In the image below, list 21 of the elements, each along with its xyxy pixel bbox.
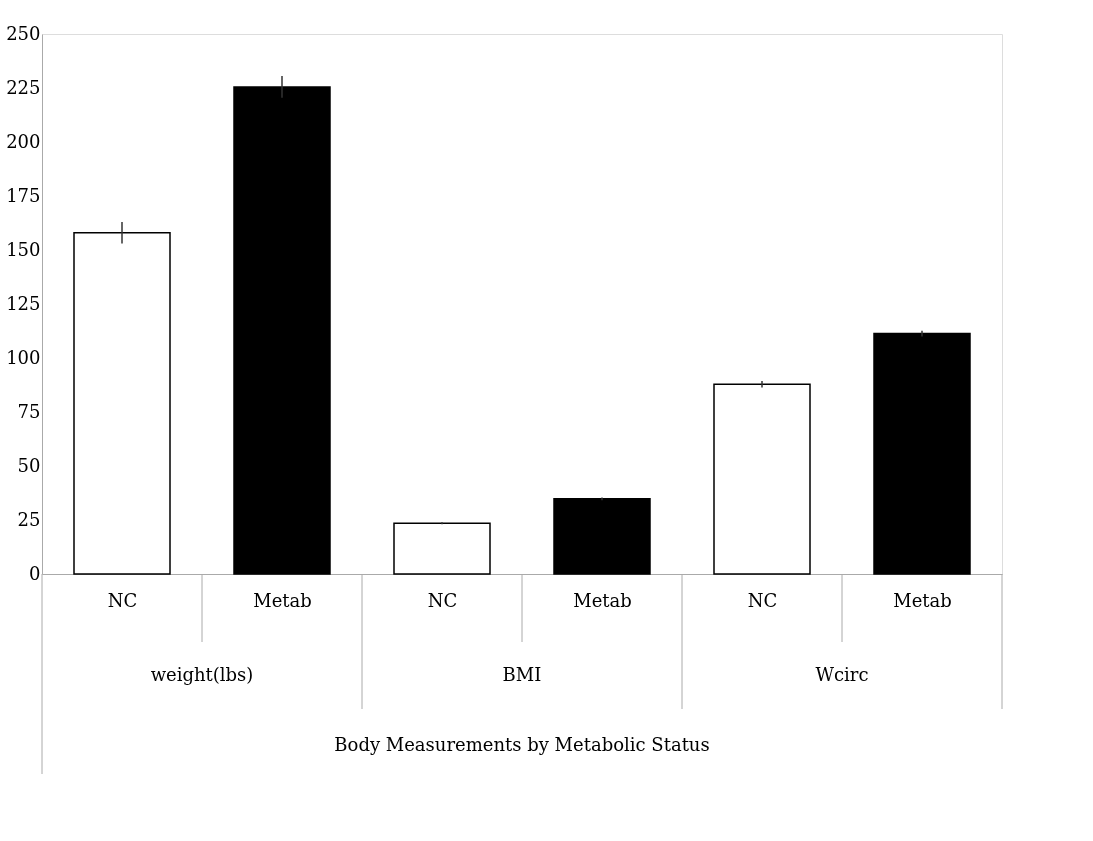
text: weight(lbs) [150, 664, 254, 685]
x-tick-label: Metab [253, 589, 312, 611]
y-tick-label: 200 [6, 130, 41, 152]
y-tick-label: 25 [17, 508, 41, 530]
y-tick-label: 225 [6, 76, 41, 98]
y-tick-label: 0 [29, 562, 41, 584]
y-tick-label: 125 [6, 292, 41, 314]
x-tick-label: NC [107, 589, 138, 611]
y-tick-label: 150 [6, 238, 41, 260]
x-tick-label: NC [427, 589, 458, 611]
y-tick-label: 50 [17, 454, 41, 476]
x-tick-label: Metab [893, 589, 952, 611]
y-tick-label: 75 [17, 400, 41, 422]
y-tick-label: 250 [6, 22, 41, 44]
y-tick-label: 175 [6, 184, 41, 206]
x-tick-label: Metab [573, 589, 632, 611]
x-tick-label: NC [747, 589, 778, 611]
y-tick-label: 100 [6, 346, 41, 368]
text: Wcirc [815, 664, 869, 685]
text: BMI [502, 664, 542, 685]
text: Body Measurements by Metabolic Status [334, 734, 710, 755]
